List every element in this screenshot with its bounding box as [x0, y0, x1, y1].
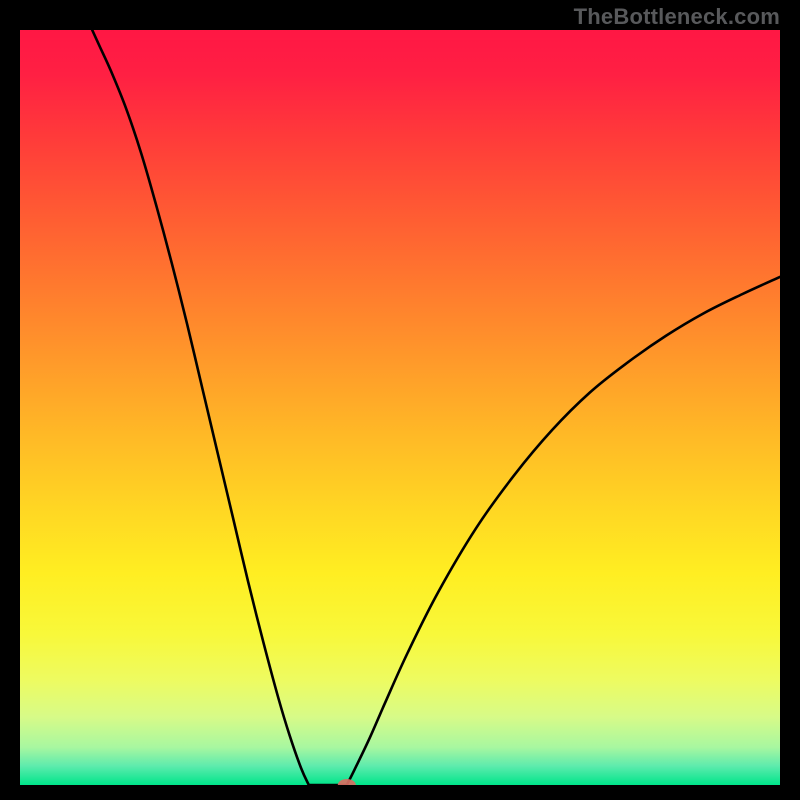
chart-frame: TheBottleneck.com — [0, 0, 800, 800]
watermark-label: TheBottleneck.com — [574, 4, 780, 30]
bottleneck-chart — [20, 30, 780, 785]
